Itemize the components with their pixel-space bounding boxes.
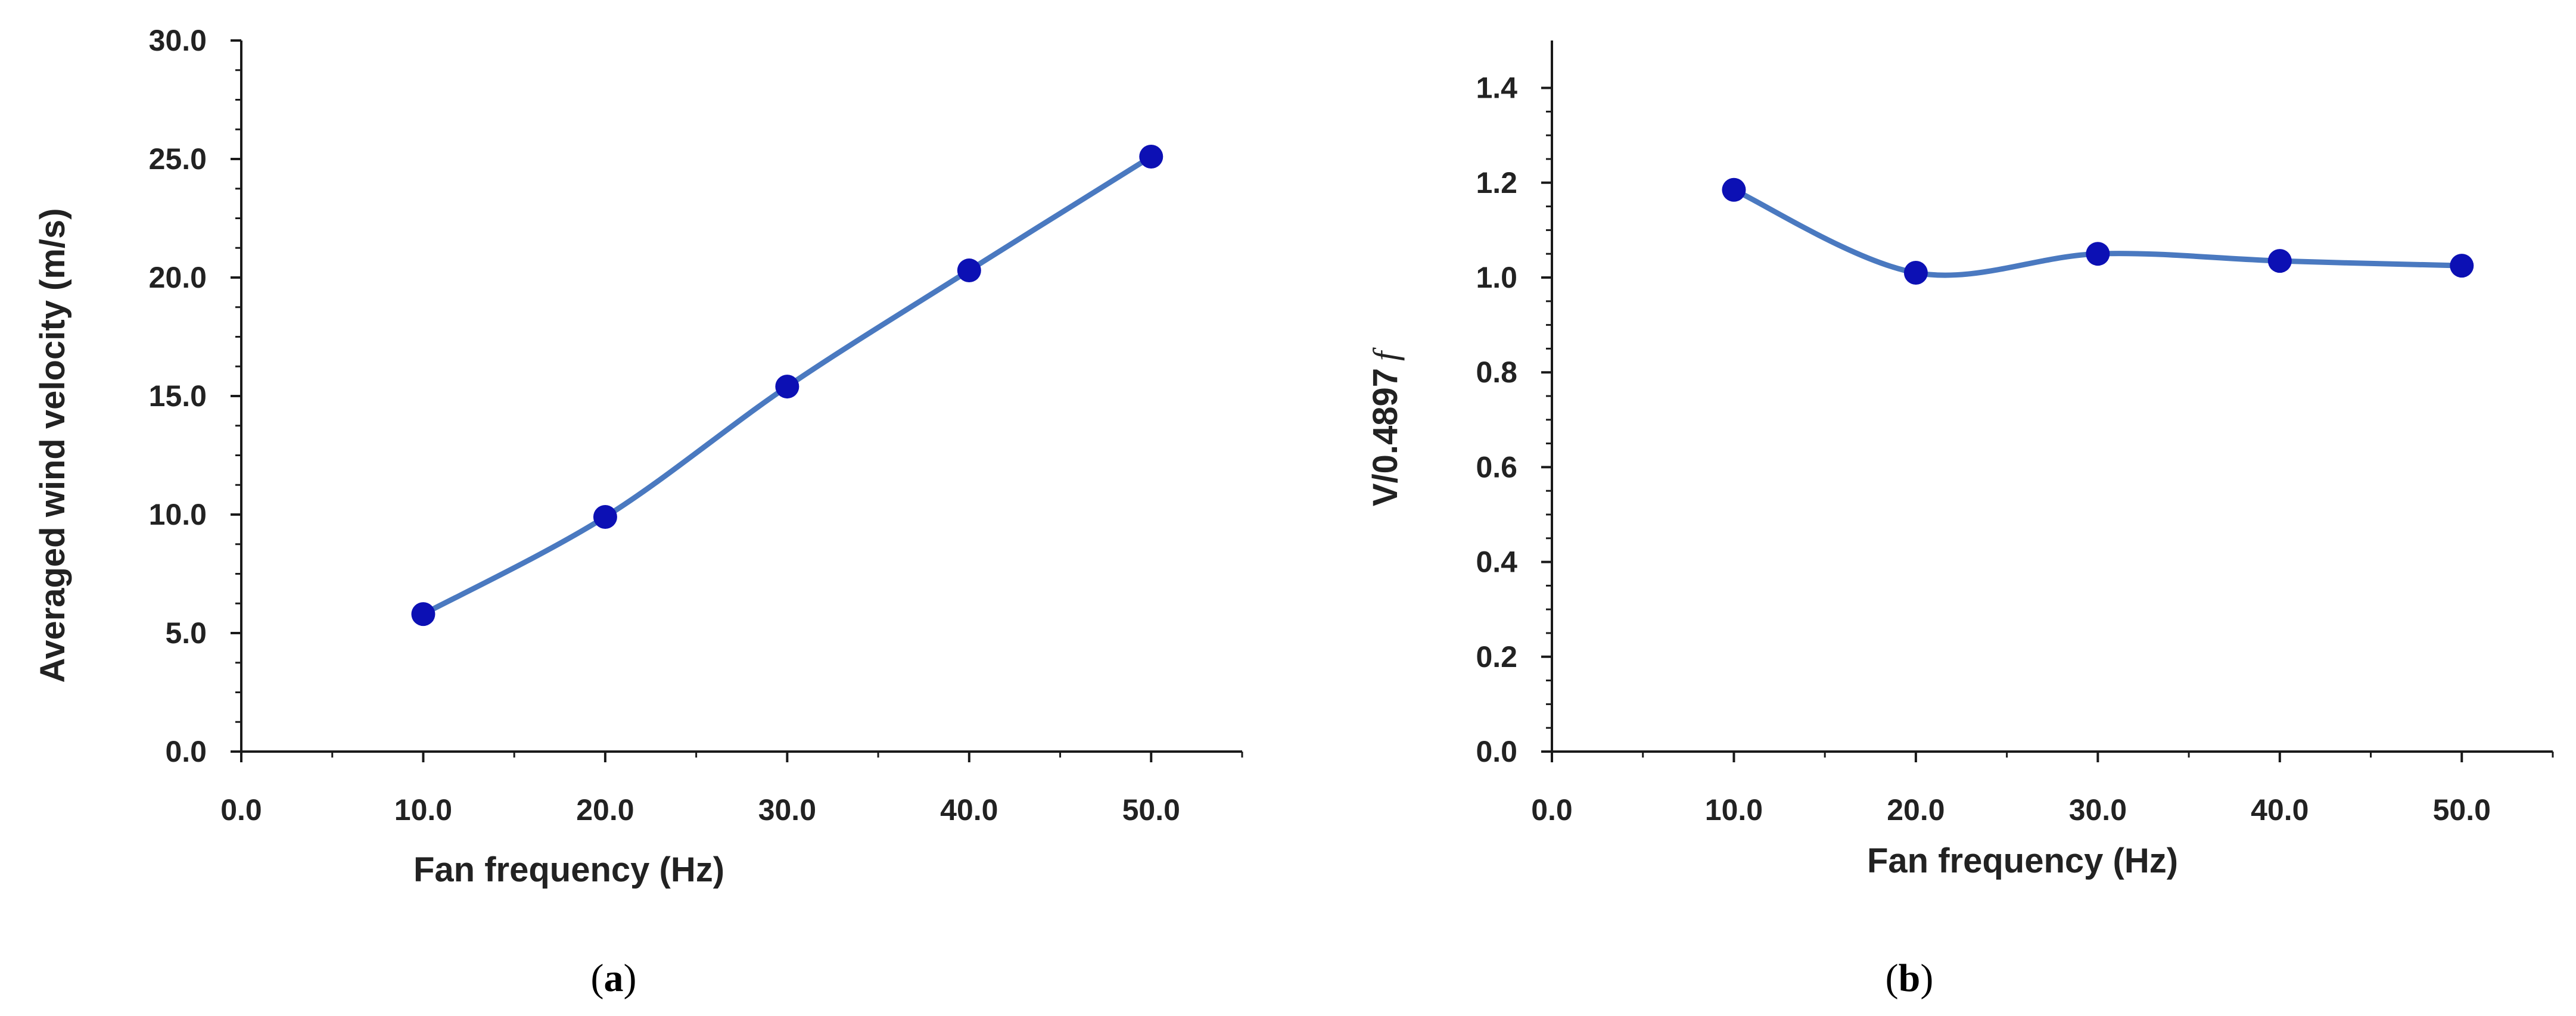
chart-a-y-tick-label: 25.0: [149, 142, 207, 176]
chart-b-caption-letter: b: [1899, 956, 1921, 1000]
chart-a-data-point: [1139, 145, 1163, 169]
chart-a-y-tick-label: 0.0: [165, 735, 207, 768]
chart-a-x-axis-title: Fan frequency (Hz): [413, 850, 724, 889]
chart-b-y-tick-label: 0.2: [1476, 640, 1517, 674]
chart-a-y-tick-label: 10.0: [149, 498, 207, 531]
chart-b-x-tick-label: 30.0: [2069, 793, 2127, 827]
chart-a-x-tick-label: 10.0: [394, 793, 452, 827]
chart-b-data-point: [1903, 261, 1928, 285]
chart-b: V/0.4897 f Fan frequency (Hz) (b) 0.0 0.2 0…: [1366, 40, 2554, 1000]
chart-a-y-axis-title: Averaged wind velocity (m/s): [33, 208, 72, 682]
chart-b-y-tick-label: 0.0: [1476, 735, 1517, 768]
chart-b-y-axis-title-main: V/0.4897: [1366, 368, 1405, 506]
chart-a-caption-letter: a: [604, 956, 624, 1000]
chart-a-caption: (a): [591, 956, 637, 1000]
chart-a-x-tick-label: 30.0: [758, 793, 816, 827]
chart-b-y-tick-label: 0.6: [1476, 450, 1517, 484]
chart-b-data-point: [1722, 177, 1746, 202]
chart-a-y-tick-label: 15.0: [149, 379, 207, 413]
chart-b-x-tick-label: 0.0: [1531, 793, 1573, 827]
chart-a: Averaged wind velocity (m/s) Fan frequen…: [33, 24, 1243, 1000]
chart-a-y-tick-label: 5.0: [165, 616, 207, 650]
chart-b-x-tick-label: 10.0: [1705, 793, 1763, 827]
chart-a-data-point: [775, 375, 799, 399]
chart-b-y-axis-title-var: f: [1366, 347, 1405, 361]
chart-b-caption: (b): [1886, 956, 1934, 1000]
chart-a-y-tick-label: 30.0: [149, 24, 207, 57]
chart-a-x-tick-label: 20.0: [576, 793, 634, 827]
chart-a-data-point: [593, 504, 617, 529]
chart-a-x-tick-label: 50.0: [1122, 793, 1180, 827]
chart-a-y-tick-label: 20.0: [149, 261, 207, 294]
chart-a-data-point: [411, 602, 435, 627]
chart-b-y-tick-label: 1.2: [1476, 166, 1517, 200]
chart-a-x-tick-label: 40.0: [940, 793, 998, 827]
chart-b-data-point: [2267, 249, 2292, 273]
chart-b-y-tick-label: 0.4: [1476, 546, 1517, 579]
chart-b-x-axis-title: Fan frequency (Hz): [1867, 842, 2178, 880]
chart-b-data-point: [2086, 242, 2110, 266]
chart-b-y-tick-label: 0.8: [1476, 356, 1517, 389]
chart-b-y-tick-label: 1.0: [1476, 261, 1517, 294]
chart-a-data-point: [957, 258, 981, 283]
chart-b-y-axis-title: V/0.4897 f: [1366, 347, 1405, 506]
chart-b-x-tick-label: 40.0: [2251, 793, 2309, 827]
chart-b-x-tick-label: 50.0: [2433, 793, 2491, 827]
chart-a-x-tick-label: 0.0: [220, 793, 262, 827]
chart-b-y-tick-label: 1.4: [1476, 71, 1517, 105]
chart-b-data-point: [2450, 254, 2474, 278]
chart-b-x-tick-label: 20.0: [1887, 793, 1945, 827]
